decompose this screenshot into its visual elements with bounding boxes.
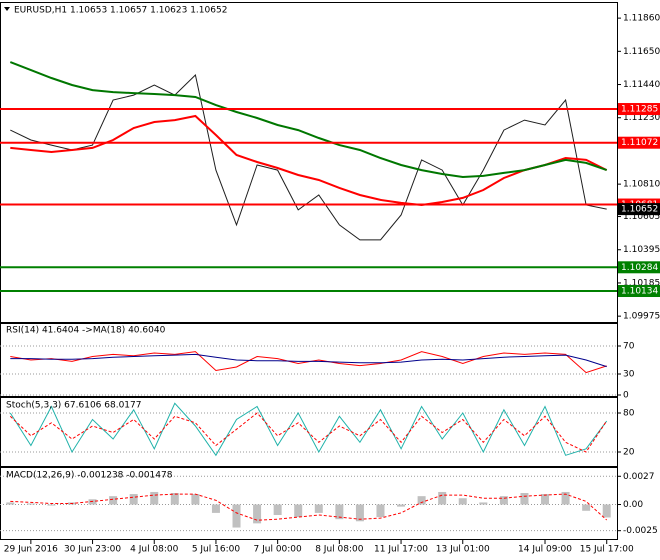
y-tick-label: 1.11440 [623,80,660,90]
histogram-bar [376,504,385,518]
y-tick-label: 80 [623,409,635,419]
panel-title: EURUSD,H1 1.10653 1.10657 1.10623 1.1065… [14,6,227,16]
y-tick-label: 0.00 [623,500,643,510]
panel-title: RSI(14) 41.6404 ->MA(18) 40.6040 [6,326,166,336]
series-line [9,412,608,453]
y-tick-label: 20 [623,448,635,458]
histogram-bar [541,494,550,505]
x-tick-label: 11 Jul 17:00 [374,545,428,555]
series-line [9,61,608,179]
histogram-bar [314,504,323,513]
histogram-bar [561,491,570,505]
y-tick-label: 30 [623,370,635,380]
y-tick-label: 1.11230 [623,113,660,123]
panel-frame [0,322,618,397]
histogram-bar [6,502,15,505]
histogram-bar [109,496,118,505]
panel-frame [0,467,618,540]
series-line [10,114,608,207]
level-label-box [618,285,660,298]
histogram-bar [191,494,200,505]
x-tick-label: 4 Jul 08:00 [130,545,179,555]
histogram-bar [47,504,56,506]
x-tick-label: 14 Jul 09:00 [518,545,572,555]
last-price-box [618,203,660,216]
y-tick-label: 1.10185 [623,278,660,288]
last-price-label: 1.10652 [621,205,658,215]
series-line [10,353,607,368]
menu-icon[interactable] [4,7,10,11]
panel-title: Stoch(5,3,3) 67.6106 68.0177 [6,401,141,411]
histogram-bar [88,499,97,505]
level-label: 1.10134 [621,287,658,297]
level-label-box [618,136,660,149]
y-tick-label: 1.11650 [623,47,660,57]
histogram-bar [211,504,220,513]
histogram-bar [582,504,591,511]
panel-frame [0,2,618,324]
histogram-bar [438,491,447,505]
y-tick-label: 1.10395 [623,245,660,255]
y-tick-label: 0 [623,391,629,401]
histogram-bar [355,504,364,522]
level-label: 1.10284 [621,263,658,273]
histogram-bar [417,496,426,505]
x-tick-label: 13 Jul 01:00 [436,545,490,555]
histogram-bar [253,504,262,524]
y-tick-label: 1.09975 [623,312,660,322]
y-tick-label: -0.0025 [623,526,658,536]
series-line [10,74,607,241]
histogram-bar [520,493,529,505]
level-label: 1.11072 [621,138,658,148]
histogram-bar [458,498,467,505]
histogram-bar [602,504,611,518]
histogram-bar [170,493,179,505]
x-tick-label: 7 Jul 00:00 [254,545,303,555]
x-tick-label: 30 Jun 23:00 [64,545,121,555]
panel-title: MACD(12,26,9) -0.001238 -0.001478 [6,471,173,481]
x-tick-label: 29 Jun 2016 [4,545,58,555]
histogram-bar [294,504,303,518]
histogram-bar [26,503,35,505]
level-label-box [618,261,660,274]
histogram-bar [150,491,159,505]
y-tick-label: 70 [623,342,635,352]
level-label-box [618,103,660,116]
panel-frame [0,397,618,467]
x-tick-label: 5 Jul 16:00 [192,545,241,555]
histogram-bar [499,496,508,505]
y-tick-label: 1.11860 [623,14,660,24]
histogram-bar [479,502,488,505]
y-tick-label: 0.0027 [623,472,655,482]
x-tick-label: 8 Jul 08:00 [315,545,364,555]
x-tick-label: 15 Jul 17:00 [580,545,634,555]
histogram-bar [273,504,282,515]
y-tick-label: 1.10605 [623,212,660,222]
histogram-bar [232,504,241,528]
level-label: 1.11285 [621,105,658,115]
histogram-bar [335,504,344,520]
y-tick-label: 1.10810 [623,180,660,190]
histogram-bar [129,494,138,505]
histogram-bar [397,504,406,507]
